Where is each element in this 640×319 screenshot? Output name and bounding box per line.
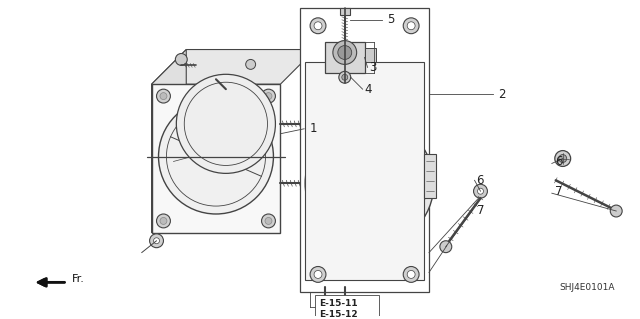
Circle shape [157,214,170,228]
FancyArrowPatch shape [38,279,65,286]
Text: 2: 2 [499,88,506,100]
Circle shape [246,59,255,69]
Bar [152,84,280,233]
Circle shape [265,218,272,224]
Circle shape [314,271,322,278]
Text: E-15-12: E-15-12 [319,309,358,319]
Circle shape [150,234,163,248]
Text: 1: 1 [310,122,317,135]
Circle shape [157,89,170,103]
Circle shape [154,238,159,244]
Text: 3: 3 [369,61,377,74]
Bar [424,153,436,198]
Bar [340,8,349,15]
Bar [300,8,429,292]
Circle shape [403,266,419,282]
Circle shape [342,74,348,80]
Circle shape [342,86,397,142]
Circle shape [407,22,415,30]
Circle shape [474,184,488,198]
Bar [325,41,365,73]
Circle shape [160,218,167,224]
Circle shape [555,151,571,167]
Text: 4: 4 [365,83,372,96]
Circle shape [403,18,419,34]
Circle shape [175,54,188,65]
Circle shape [611,205,622,217]
Circle shape [160,93,167,100]
Text: E-15-11: E-15-11 [319,299,358,308]
Circle shape [310,266,326,282]
Circle shape [477,188,483,194]
Circle shape [333,41,356,64]
Circle shape [407,271,415,278]
Circle shape [262,214,275,228]
Circle shape [310,18,326,34]
Circle shape [305,119,434,248]
Bar [305,63,424,280]
Circle shape [265,93,272,100]
Text: Fr.: Fr. [72,274,85,284]
Text: 5: 5 [387,13,395,26]
Text: 6: 6 [555,155,563,168]
Text: 6: 6 [477,174,484,187]
Polygon shape [152,49,315,84]
Circle shape [262,89,275,103]
Bar [315,295,380,319]
Text: 7: 7 [555,185,563,198]
Circle shape [159,99,273,214]
Bar [365,48,376,63]
Text: SHJ4E0101A: SHJ4E0101A [560,283,615,292]
Circle shape [339,71,351,83]
Circle shape [177,74,275,173]
Text: 7: 7 [477,204,484,217]
Circle shape [440,241,452,253]
Circle shape [559,154,566,162]
Circle shape [314,22,322,30]
Circle shape [338,46,352,59]
FancyArrowPatch shape [38,278,65,286]
Polygon shape [152,49,186,233]
